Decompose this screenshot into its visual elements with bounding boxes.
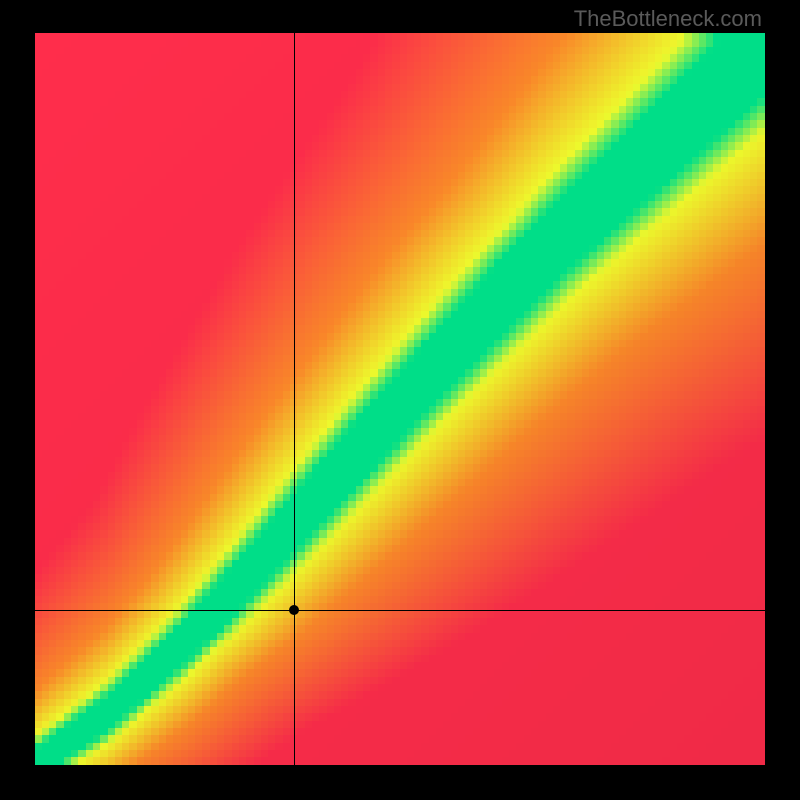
heatmap-plot [35, 33, 765, 765]
crosshair-horizontal [35, 610, 765, 611]
marker-dot [289, 605, 299, 615]
watermark-text: TheBottleneck.com [574, 6, 762, 32]
heatmap-canvas [35, 33, 765, 765]
crosshair-vertical [294, 33, 295, 765]
